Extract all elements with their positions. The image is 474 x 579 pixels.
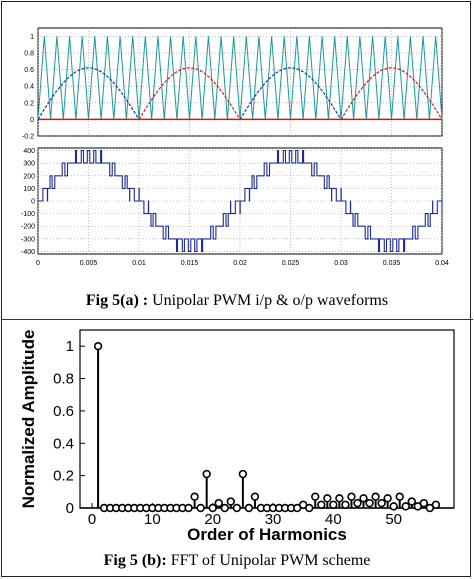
x-tick-label: 0.035 xyxy=(383,260,401,267)
y-tick-label: 0.4 xyxy=(53,435,74,452)
caption-fig-b-label: Fig 5 (b): xyxy=(103,552,167,569)
x-tick-label: 50 xyxy=(385,511,402,528)
y-tick-label: 0.8 xyxy=(24,50,34,57)
stem-marker xyxy=(383,494,392,503)
stem-marker xyxy=(395,492,404,501)
x-tick-label: 0.03 xyxy=(334,260,348,267)
stem-marker xyxy=(407,497,416,506)
reference-wave xyxy=(37,67,140,120)
x-tick-label: 10 xyxy=(144,511,161,528)
stem-marker xyxy=(238,469,248,479)
stem-marker xyxy=(317,500,326,509)
y-tick-label: -300 xyxy=(21,236,35,243)
y-tick-label: -100 xyxy=(21,211,35,218)
stem-marker xyxy=(196,503,205,513)
stem-marker xyxy=(329,500,338,509)
x-axis-label: Order of Harmonics xyxy=(187,525,347,542)
y-tick-label: 1 xyxy=(66,338,74,355)
stem-marker xyxy=(190,492,199,501)
reference-wave xyxy=(239,67,342,120)
stem-marker xyxy=(93,341,103,351)
y-tick-label: 0 xyxy=(31,199,35,206)
stem-marker xyxy=(214,498,223,508)
y-tick-label: -400 xyxy=(21,249,35,256)
stem-marker xyxy=(341,500,350,509)
y-tick-label: 200 xyxy=(23,173,35,180)
x-tick-label: 0 xyxy=(88,511,96,528)
y-tick-label: 0.2 xyxy=(53,468,74,485)
stem-marker xyxy=(305,503,314,513)
y-tick-label: 0.2 xyxy=(24,100,34,107)
y-tick-label: 400 xyxy=(23,148,35,155)
stem-marker xyxy=(335,494,344,503)
stem-marker xyxy=(220,503,229,513)
output-waveform-chart: 0 0.005 0.01 0.015 0.02 0.025 0.03 0.035 0.04 -40… xyxy=(21,147,449,267)
x-tick-label: 0.005 xyxy=(80,260,98,267)
stem-marker xyxy=(311,492,320,501)
caption-fig-b: Fig 5 (b): FFT of Unipolar PWM scheme xyxy=(0,552,474,570)
y-tick-label: 0.6 xyxy=(24,67,34,74)
stem-marker xyxy=(377,498,386,508)
stem-marker xyxy=(184,503,193,513)
x-tick-label: 20 xyxy=(204,511,221,528)
y-axis-label: Normalized Amplitude xyxy=(19,330,38,509)
x-tick-label: 30 xyxy=(265,511,282,528)
stem-marker xyxy=(323,494,332,503)
stem-marker xyxy=(250,492,260,501)
y-tick-label: 0.4 xyxy=(24,84,34,91)
reference-wave xyxy=(340,67,443,120)
stem-marker xyxy=(208,503,217,513)
input-waveform-chart: -0.2 0 0.2 0.4 0.6 0.8 1 xyxy=(22,27,443,141)
x-tick-label: 0.02 xyxy=(233,260,247,267)
stem-marker xyxy=(371,492,380,501)
caption-fig-a: Fig 5(a) : Unipolar PWM i/p & o/p wavefo… xyxy=(0,292,474,310)
stem-marker xyxy=(401,502,410,511)
plot-area xyxy=(79,329,455,509)
caption-fig-a-label: Fig 5(a) : xyxy=(85,292,149,309)
section-divider xyxy=(1,319,473,320)
stem-marker xyxy=(353,498,362,508)
caption-fig-a-text: Unipolar PWM i/p & o/p waveforms xyxy=(148,292,389,309)
x-tick-label: 0.015 xyxy=(181,260,199,267)
stem-marker xyxy=(226,497,236,506)
stem-marker xyxy=(389,502,398,511)
stem-marker xyxy=(359,494,368,503)
x-tick-label: 0.01 xyxy=(132,260,146,267)
stem-marker xyxy=(202,469,211,479)
y-tick-label: -200 xyxy=(21,224,35,231)
y-tick-label: 300 xyxy=(23,161,35,168)
x-tick-label: 40 xyxy=(325,511,342,528)
stem-marker xyxy=(347,492,356,501)
stem-marker xyxy=(419,498,429,508)
x-tick-label: 0 xyxy=(36,260,40,267)
y-tick-label: -0.2 xyxy=(22,134,34,141)
y-tick-label: 0.6 xyxy=(53,403,74,420)
reference-wave xyxy=(138,67,241,120)
stem-marker xyxy=(244,503,254,513)
stem-marker xyxy=(232,503,242,513)
y-tick-label: 0 xyxy=(66,500,74,517)
stem-marker xyxy=(431,500,441,509)
y-tick-label: 100 xyxy=(23,186,35,193)
stem-marker xyxy=(365,498,374,508)
x-tick-label: 0.04 xyxy=(435,260,449,267)
caption-fig-b-text: FFT of Unipolar PWM scheme xyxy=(166,552,371,569)
x-tick-label: 0.025 xyxy=(282,260,300,267)
y-tick-label: 0.8 xyxy=(53,371,74,388)
y-tick-label: 0 xyxy=(30,117,34,124)
output-wave xyxy=(38,149,443,253)
y-tick-label: 1 xyxy=(30,34,34,41)
